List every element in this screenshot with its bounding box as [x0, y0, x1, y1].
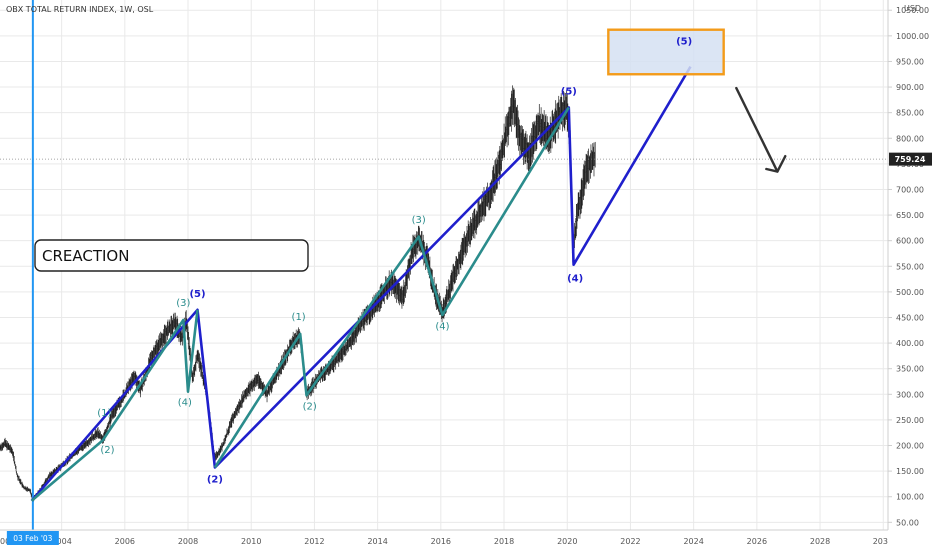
time-tick-label: 2018 — [494, 537, 514, 546]
price-tick-label: 500.00 — [896, 288, 924, 297]
price-tick-label: 700.00 — [896, 185, 924, 194]
last-price-badge-bg — [889, 152, 932, 166]
time-axis-ticks: 0022004200620082010201220142016201820202… — [0, 537, 888, 546]
price-tick-label: 600.00 — [896, 237, 924, 246]
cursor-date-label: 03 Feb '03 — [13, 534, 52, 543]
time-tick-label: 2026 — [747, 537, 767, 546]
price-tick-label: 350.00 — [896, 365, 924, 374]
price-tick-label: 650.00 — [896, 211, 924, 220]
projection-arrow — [735, 86, 787, 173]
price-tick-label: 1000.00 — [896, 32, 929, 41]
wave-label: (4) — [567, 274, 583, 285]
wave-label: (4) — [178, 398, 192, 409]
time-tick-label: 2008 — [178, 537, 198, 546]
time-tick-label: 2012 — [304, 537, 324, 546]
last-price-badge: 759.24 — [889, 152, 932, 166]
price-tick-label: 450.00 — [896, 313, 924, 322]
target-zone — [607, 28, 725, 76]
price-tick-label: 400.00 — [896, 339, 924, 348]
elliott-waves — [30, 65, 692, 502]
wave-label: (2) — [303, 402, 317, 413]
target-rectangle[interactable] — [607, 28, 725, 76]
price-tick-label: 50.00 — [896, 518, 919, 527]
time-tick-label: 2006 — [115, 537, 135, 546]
price-tick-label: 900.00 — [896, 83, 924, 92]
wave-label: (4) — [435, 321, 449, 332]
price-tick-label: 200.00 — [896, 442, 924, 451]
wave-labels: (1)(2)(3)(5)(4)(2)(1)(2)(3)(4)(5)(4)(5) — [97, 37, 692, 486]
wave-label: (5) — [189, 289, 205, 300]
arrow-shaft[interactable] — [735, 86, 779, 173]
currency-label: USD — [904, 4, 921, 13]
price-tick-label: 850.00 — [896, 109, 924, 118]
price-tick-label: 950.00 — [896, 57, 924, 66]
price-tick-label: 300.00 — [896, 390, 924, 399]
price-tick-label: 800.00 — [896, 134, 924, 143]
time-tick-label: 2004 — [51, 537, 71, 546]
chart-title: OBX TOTAL RETURN INDEX, 1W, OSL — [6, 5, 154, 14]
time-tick-label: 2010 — [241, 537, 261, 546]
wave-line-wave-2003-2008[interactable] — [30, 309, 199, 502]
time-tick-label: 2016 — [431, 537, 451, 546]
wave-label: (1) — [292, 312, 306, 323]
last-price-value: 759.24 — [895, 155, 926, 164]
price-tick-label: 150.00 — [896, 467, 924, 476]
wave-line-wave-2009-2020[interactable] — [213, 106, 570, 469]
time-axis[interactable] — [0, 530, 888, 550]
cursor-date-badge: 03 Feb '03 — [6, 531, 59, 545]
wave-label: (1) — [97, 408, 111, 419]
price-tick-label: 550.00 — [896, 262, 924, 271]
annotation-creaction[interactable]: CREACTION — [34, 239, 309, 272]
time-tick-label: 2020 — [557, 537, 577, 546]
wave-label: (2) — [100, 445, 114, 456]
wave-label: (3) — [176, 298, 190, 309]
price-axis-ticks: 50.00 100.00 150.00 200.00 250.00 300.00 350.0… — [888, 6, 929, 527]
wave-label: (3) — [412, 215, 426, 226]
time-tick-label: 2014 — [367, 537, 387, 546]
wave-label: (5) — [676, 37, 692, 48]
price-axis[interactable] — [888, 0, 932, 530]
wave-label: (2) — [207, 474, 223, 485]
time-tick-label: 2024 — [683, 537, 703, 546]
price-tick-label: 250.00 — [896, 416, 924, 425]
arrow-head — [765, 154, 787, 173]
annotation-text: CREACTION — [42, 247, 129, 265]
time-tick-label: 2028 — [810, 537, 830, 546]
wave-label: (5) — [561, 87, 577, 98]
price-tick-label: 1050.00 — [896, 6, 929, 15]
annotation-box — [34, 239, 309, 272]
time-tick-label: 2022 — [620, 537, 640, 546]
cursor-date-badge-bg — [6, 531, 59, 545]
price-tick-label: 100.00 — [896, 493, 924, 502]
time-tick-label: 203 — [873, 537, 888, 546]
